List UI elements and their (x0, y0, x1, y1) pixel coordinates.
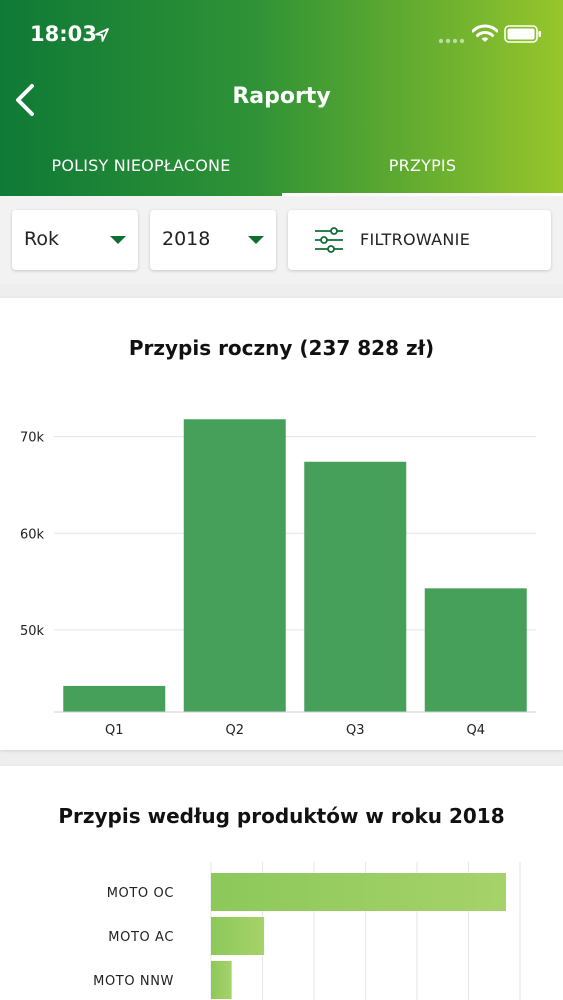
x-tick-label: Q3 (346, 723, 365, 738)
tab-label: POLISY NIEOPŁACONE (51, 156, 231, 175)
annual-chart-title: Przypis roczny (237 828 zł) (128, 336, 435, 360)
products-bar-chart: MOTO OC MOTO AC MOTO NNW (93, 862, 521, 1000)
bar-moto-ac[interactable] (211, 917, 265, 955)
location-arrow-icon (95, 28, 109, 42)
battery-icon (504, 25, 541, 43)
y-tick-label: 70k (20, 431, 45, 446)
category-label: MOTO NNW (93, 974, 174, 989)
status-bar: 18:03 (0, 0, 563, 68)
bar-q2[interactable] (183, 419, 286, 712)
bar-moto-nnw[interactable] (211, 961, 232, 999)
products-chart-card: Przypis według produktów w roku 2018 MOT… (0, 766, 563, 1000)
tab-label: PRZYPIS (388, 156, 457, 175)
sliders-filter-icon (315, 227, 343, 253)
dropdown-caret-icon (110, 236, 126, 244)
annual-bar-chart: 50k 60k 70k Q1 Q2 Q3 Q4 (20, 419, 536, 738)
bar-moto-oc[interactable] (211, 873, 506, 911)
page-title: Raporty (232, 84, 331, 109)
y-tick-label: 60k (20, 527, 45, 542)
x-tick-label: Q4 (466, 723, 485, 738)
bar-q3[interactable] (304, 461, 407, 712)
products-chart-title: Przypis według produktów w roku 2018 (58, 804, 505, 828)
annual-chart-card: Przypis roczny (237 828 zł) 50k 60k 70k Q1 Q… (0, 298, 563, 750)
tab-przypis[interactable]: PRZYPIS (282, 150, 563, 196)
x-tick-label: Q1 (105, 723, 124, 738)
bar-q1[interactable] (63, 685, 166, 712)
category-label: MOTO AC (108, 930, 174, 945)
bar-q4[interactable] (424, 588, 527, 712)
x-tick-label: Q2 (225, 723, 244, 738)
category-label: MOTO OC (107, 886, 174, 901)
back-chevron-icon[interactable] (8, 78, 44, 122)
dropdown-caret-icon (248, 236, 264, 244)
period-type-value: Rok (24, 228, 59, 250)
status-time: 18:03 (30, 22, 97, 46)
year-dropdown[interactable]: 2018 (150, 210, 276, 270)
app-header: 18:03 Raporty POLISY NIEOPŁACONE PRZYPIS (0, 0, 563, 196)
y-tick-label: 50k (20, 624, 45, 639)
filter-label: FILTROWANIE (360, 230, 471, 249)
cellular-signal-icon (438, 38, 465, 44)
tab-polisy-nieoplacone[interactable]: POLISY NIEOPŁACONE (0, 150, 282, 196)
filter-bar: Rok 2018 FILTROWANIE (0, 196, 563, 284)
filter-button[interactable]: FILTROWANIE (288, 210, 551, 270)
year-value: 2018 (162, 228, 211, 250)
wifi-icon (472, 24, 498, 42)
period-type-dropdown[interactable]: Rok (12, 210, 138, 270)
